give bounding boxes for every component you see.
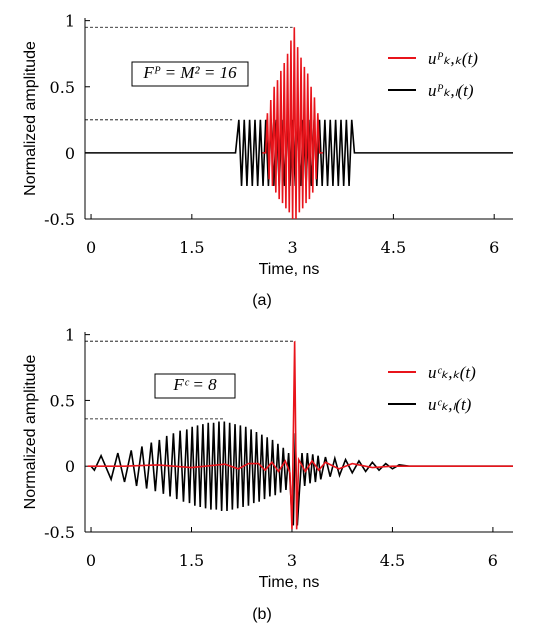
annotation-box: [131, 61, 249, 87]
y-axis-label: Normalized amplitude: [22, 41, 39, 196]
series-line: [262, 27, 323, 220]
x-tick-label: 0: [86, 551, 96, 570]
x-tick-label: 3: [288, 238, 298, 257]
y-tick-label: 0: [65, 457, 75, 476]
x-tick-label: 3: [287, 551, 297, 570]
x-axis-label: Time, ns: [259, 261, 320, 278]
x-axis-label: Time, ns: [259, 574, 320, 591]
x-tick-label: 1.5: [179, 238, 204, 257]
caption: (b): [252, 606, 272, 623]
y-tick-label: 0.5: [50, 391, 75, 410]
caption: (a): [252, 292, 272, 309]
legend-label: uᴾₖ,ₖ(t): [428, 49, 478, 68]
legend-label: uᴾₖ,ₗ(t): [428, 81, 474, 100]
y-tick-label: -0.5: [44, 523, 75, 542]
x-tick-label: 1.5: [179, 551, 204, 570]
legend-label: uᶜₖ,ₖ(t): [428, 363, 476, 382]
y-tick-label: 0.5: [50, 78, 75, 97]
annotation-box: [154, 373, 236, 399]
x-tick-label: 6: [488, 551, 498, 570]
series-line: [87, 341, 513, 530]
series-line: [90, 421, 513, 526]
x-tick-label: 0: [86, 238, 96, 257]
y-tick-label: 1: [65, 326, 75, 345]
x-tick-label: 4.5: [381, 238, 406, 257]
x-tick-label: 6: [489, 238, 499, 257]
y-axis-label: Normalized amplitude: [22, 355, 39, 510]
y-tick-label: 1: [65, 12, 75, 31]
annotation: Fᴾ = M² = 16: [142, 63, 237, 82]
y-tick-label: -0.5: [44, 210, 75, 229]
x-tick-label: 4.5: [380, 551, 405, 570]
annotation: Fᶜ = 8: [172, 375, 217, 394]
y-tick-label: 0: [65, 144, 75, 163]
legend-label: uᶜₖ,ₗ(t): [428, 395, 472, 414]
